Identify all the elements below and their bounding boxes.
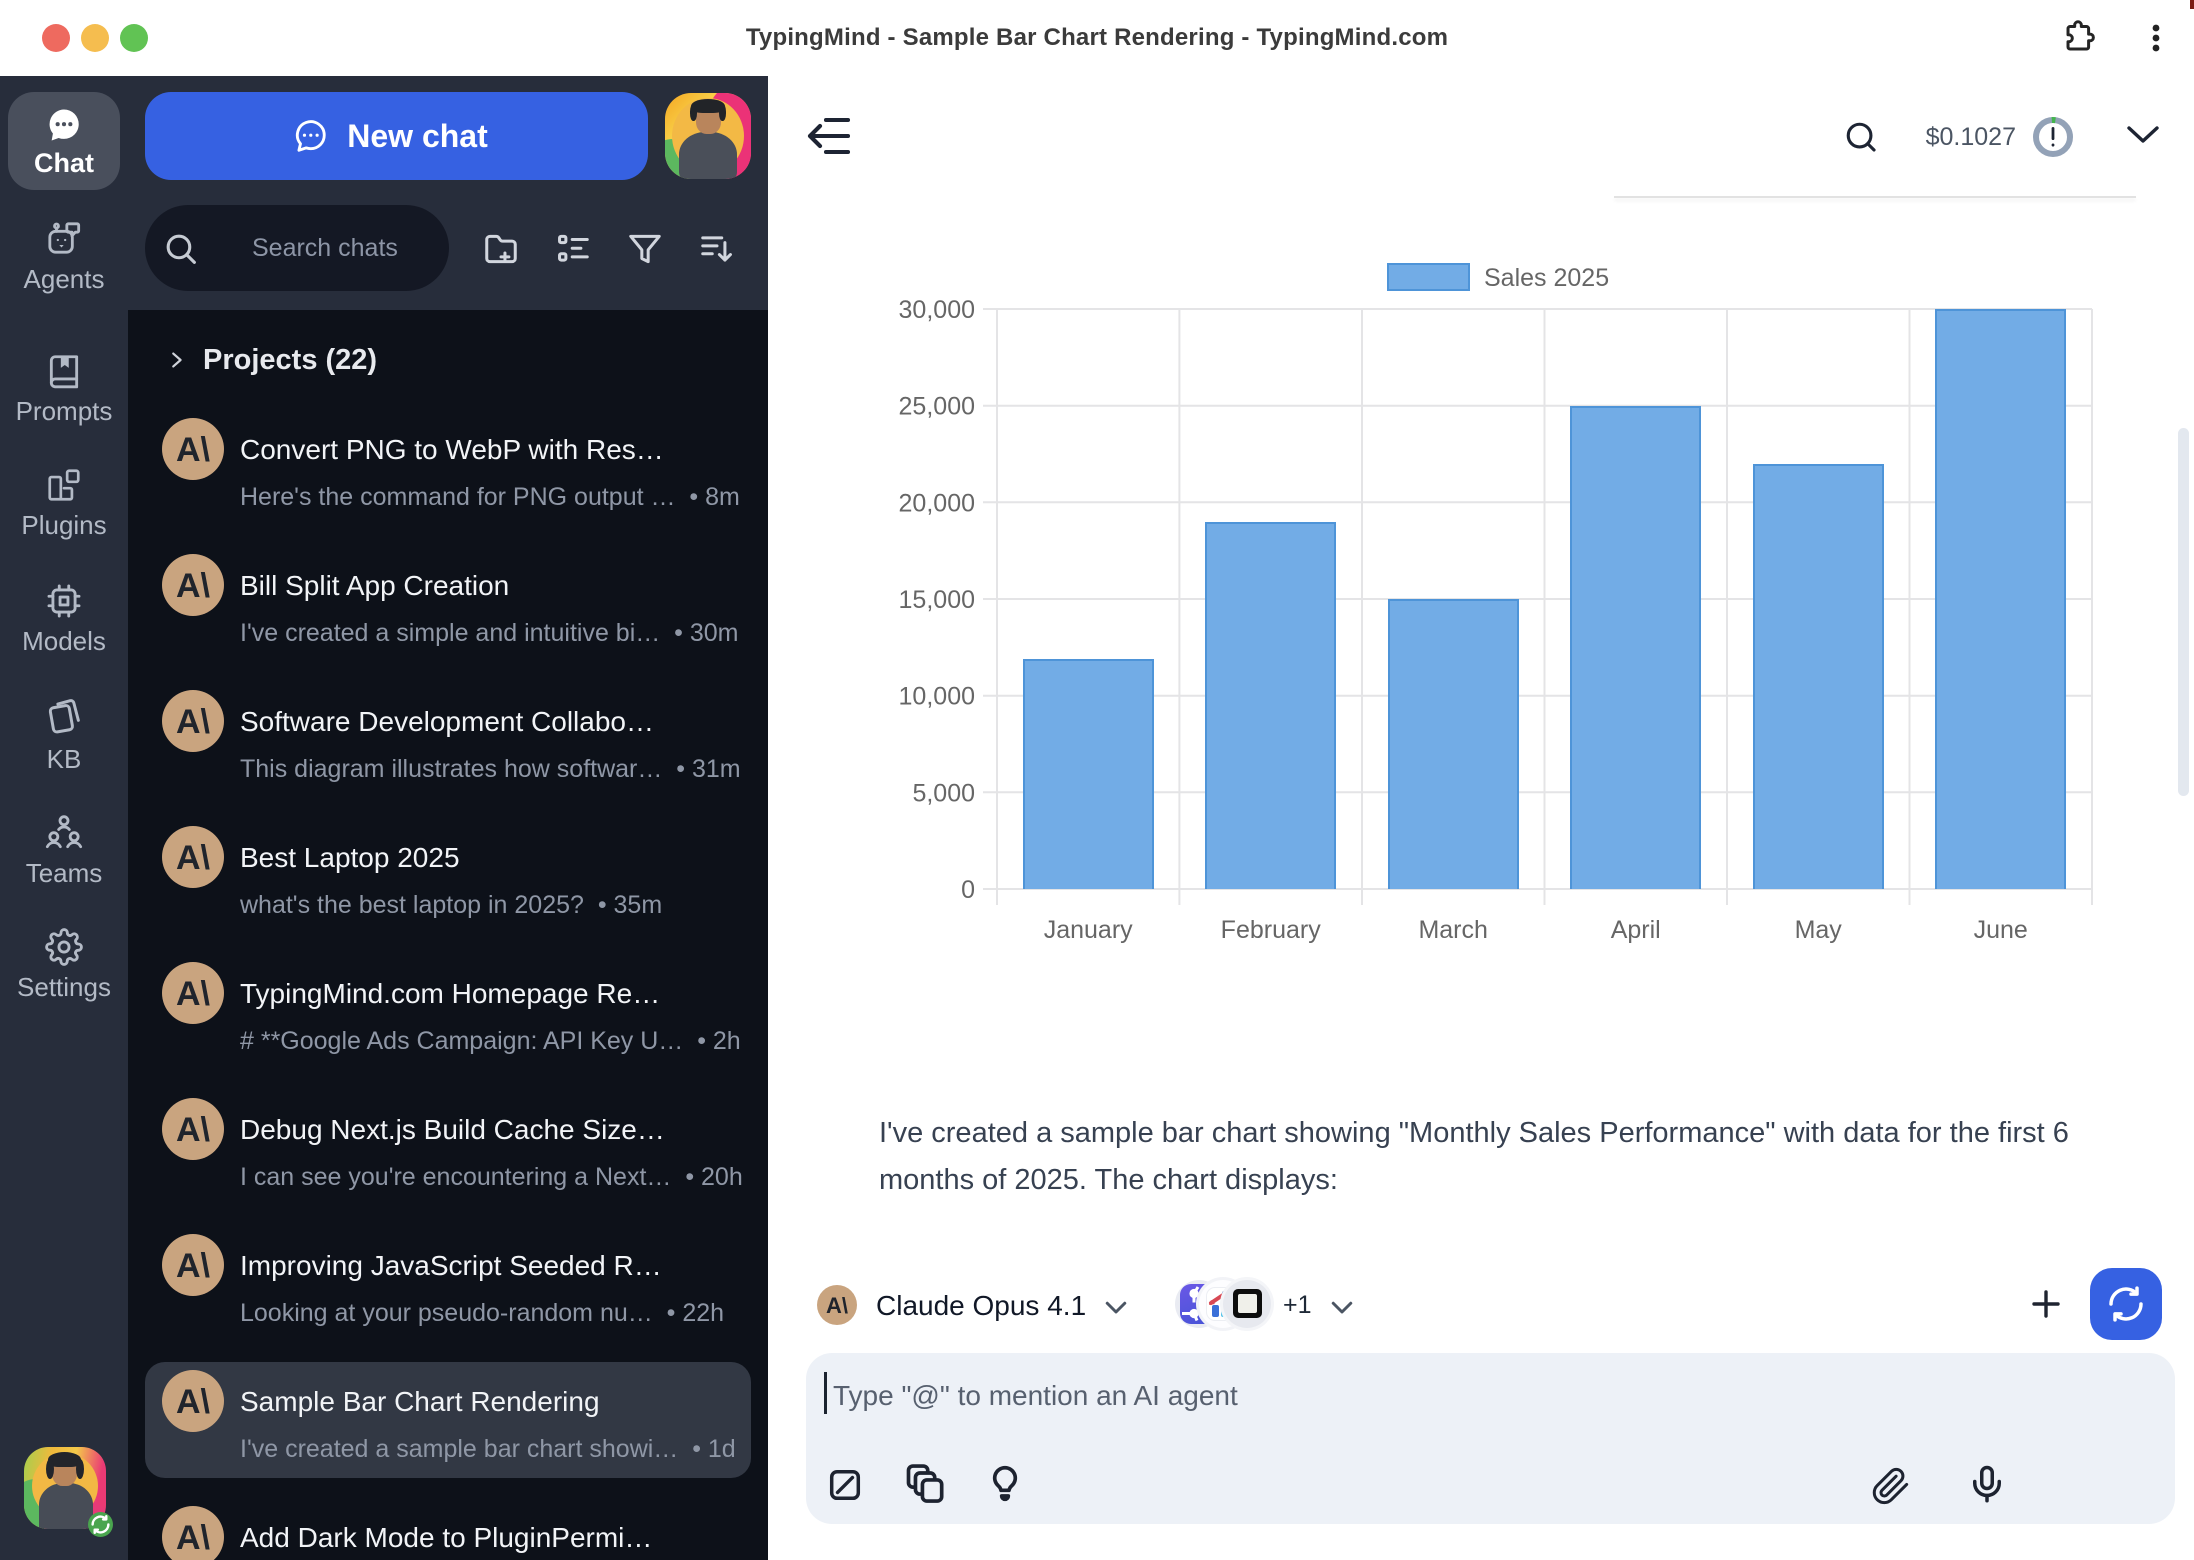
svg-text:5,000: 5,000 (912, 779, 975, 807)
svg-text:March: March (1418, 916, 1487, 944)
svg-text:0: 0 (961, 876, 975, 904)
svg-text:20,000: 20,000 (899, 489, 975, 517)
svg-text:10,000: 10,000 (899, 683, 975, 711)
svg-text:April: April (1611, 916, 1661, 944)
svg-text:February: February (1221, 916, 1322, 944)
svg-text:June: June (1974, 916, 2028, 944)
svg-text:Sales 2025: Sales 2025 (1484, 264, 1609, 292)
svg-text:30,000: 30,000 (899, 296, 975, 324)
svg-text:May: May (1795, 916, 1843, 944)
svg-text:15,000: 15,000 (899, 586, 975, 614)
svg-text:January: January (1044, 916, 1133, 944)
svg-text:25,000: 25,000 (899, 393, 975, 421)
